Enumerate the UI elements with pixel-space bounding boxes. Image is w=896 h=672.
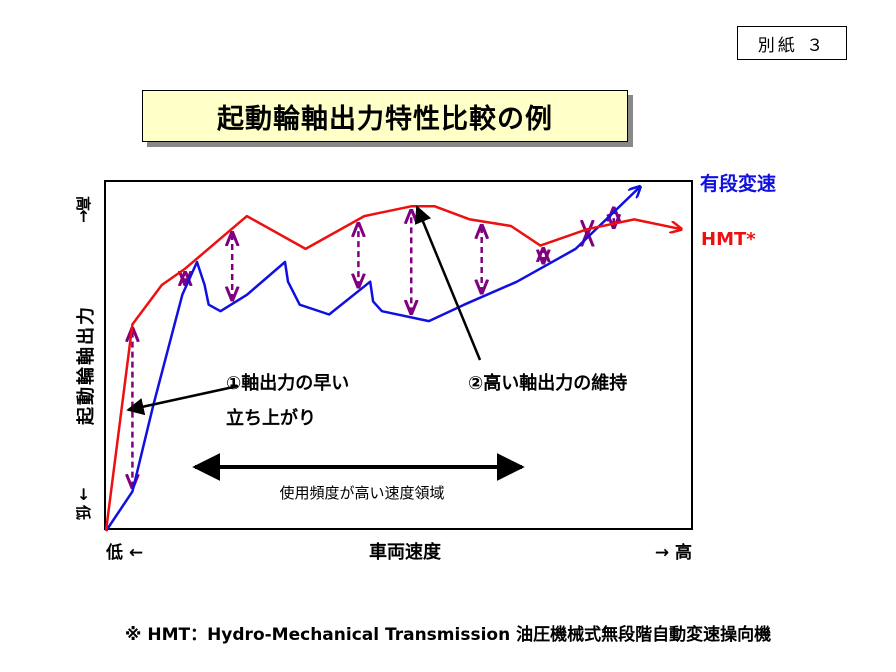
speed-range-label: 使用頻度が高い速度領域 (279, 484, 444, 502)
plot-frame (104, 180, 693, 530)
series-hmt-line (104, 205, 681, 532)
footnote: ※ HMT：Hydro-Mechanical Transmission 油圧機械… (124, 625, 772, 645)
y-high-label: 高 (74, 196, 92, 211)
series-lines (104, 187, 681, 532)
series-stepped-line (104, 187, 640, 532)
y-low-arrow: ↓ (77, 485, 90, 504)
annotation-2-pointer (414, 205, 482, 361)
annotation-2-text: ②高い軸出力の維持 (468, 372, 627, 394)
annotation-1-pointer (126, 384, 239, 416)
x-high-label: → 高 (655, 542, 692, 563)
attachment-label: 別紙 ３ (737, 26, 847, 60)
y-axis-title: 起動輪軸出力 (75, 305, 97, 426)
x-low-label: 低 ← (105, 542, 143, 563)
y-high-arrow: ↑ (77, 207, 90, 226)
annotation-1-line-1: ①軸出力の早い (226, 372, 349, 394)
y-low-label: 低 (74, 504, 92, 520)
gap-markers (132, 208, 613, 488)
legend-hmt: HMT* (701, 229, 756, 250)
annotation-1-line-2: 立ち上がり (226, 407, 316, 429)
legend-stepped: 有段変速 (700, 172, 776, 195)
chart-title: 起動輪軸出力特性比較の例 (142, 90, 628, 142)
x-axis-title: 車両速度 (369, 541, 442, 563)
